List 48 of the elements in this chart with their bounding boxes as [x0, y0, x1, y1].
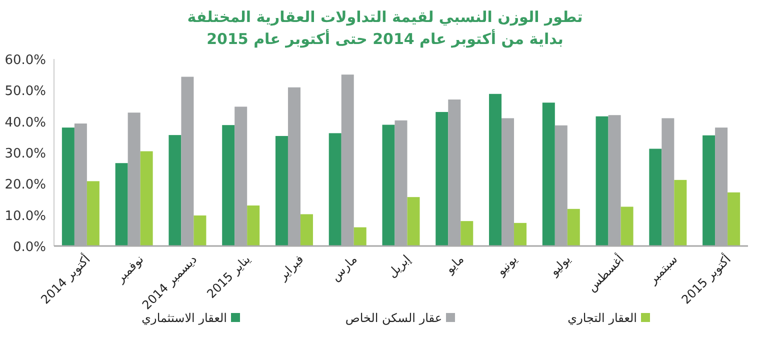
bar	[194, 215, 206, 246]
bar	[407, 197, 420, 246]
bar	[62, 128, 74, 246]
x-tick-label: أغسطس	[584, 252, 627, 294]
x-tick-label: نوفمبر	[112, 252, 146, 286]
x-tick-label: إبريل	[385, 252, 414, 280]
bar	[674, 180, 687, 246]
bar	[596, 116, 608, 246]
y-tick-label: 20.0%	[4, 178, 46, 193]
x-tick-label: يونيو	[493, 252, 520, 279]
bar	[247, 205, 260, 246]
chart-title: تطور الوزن النسبي لقيمة التداولات العقارية المختلفة	[187, 8, 583, 26]
legend-label: العقار الاستثماري	[142, 311, 227, 325]
bar	[436, 112, 448, 246]
x-tick-label: سبتمبر	[645, 252, 680, 288]
bar	[649, 148, 662, 246]
bar	[728, 192, 740, 246]
bar	[514, 222, 527, 246]
y-tick-label: 60.0%	[4, 53, 46, 68]
bar	[168, 135, 182, 246]
x-tick-label: فبراير	[275, 252, 306, 284]
bar	[620, 206, 634, 246]
bar	[489, 94, 502, 246]
bar	[140, 151, 153, 246]
x-tick-label: يناير 2015	[204, 252, 253, 301]
y-tick-label: 10.0%	[4, 208, 46, 224]
x-tick-label: أكتوبر 2015	[678, 252, 734, 307]
bar	[86, 181, 100, 246]
y-tick-label: 40.0%	[4, 115, 46, 130]
bar	[300, 214, 313, 246]
bar	[460, 221, 474, 246]
x-tick-label: مايو	[442, 252, 467, 277]
chart-subtitle: بداية من أكتوبر عام 2014 حتى أكتوبر عام 2015	[206, 29, 564, 48]
bar	[567, 208, 580, 246]
x-tick-label: يوليو	[546, 252, 574, 280]
bar	[382, 124, 395, 246]
y-tick-label: 50.0%	[4, 84, 46, 100]
x-tick-label: مارس	[328, 252, 360, 284]
bar	[275, 136, 288, 246]
bar	[702, 135, 716, 246]
legend-label: عقار السكن الخاص	[345, 311, 442, 325]
legend-label: العقار التجاري	[568, 311, 637, 325]
bar	[115, 163, 128, 246]
y-tick-label: 30.0%	[4, 146, 46, 162]
bar	[328, 133, 342, 246]
bar	[354, 227, 366, 246]
bar	[542, 102, 555, 246]
bar	[222, 125, 235, 246]
